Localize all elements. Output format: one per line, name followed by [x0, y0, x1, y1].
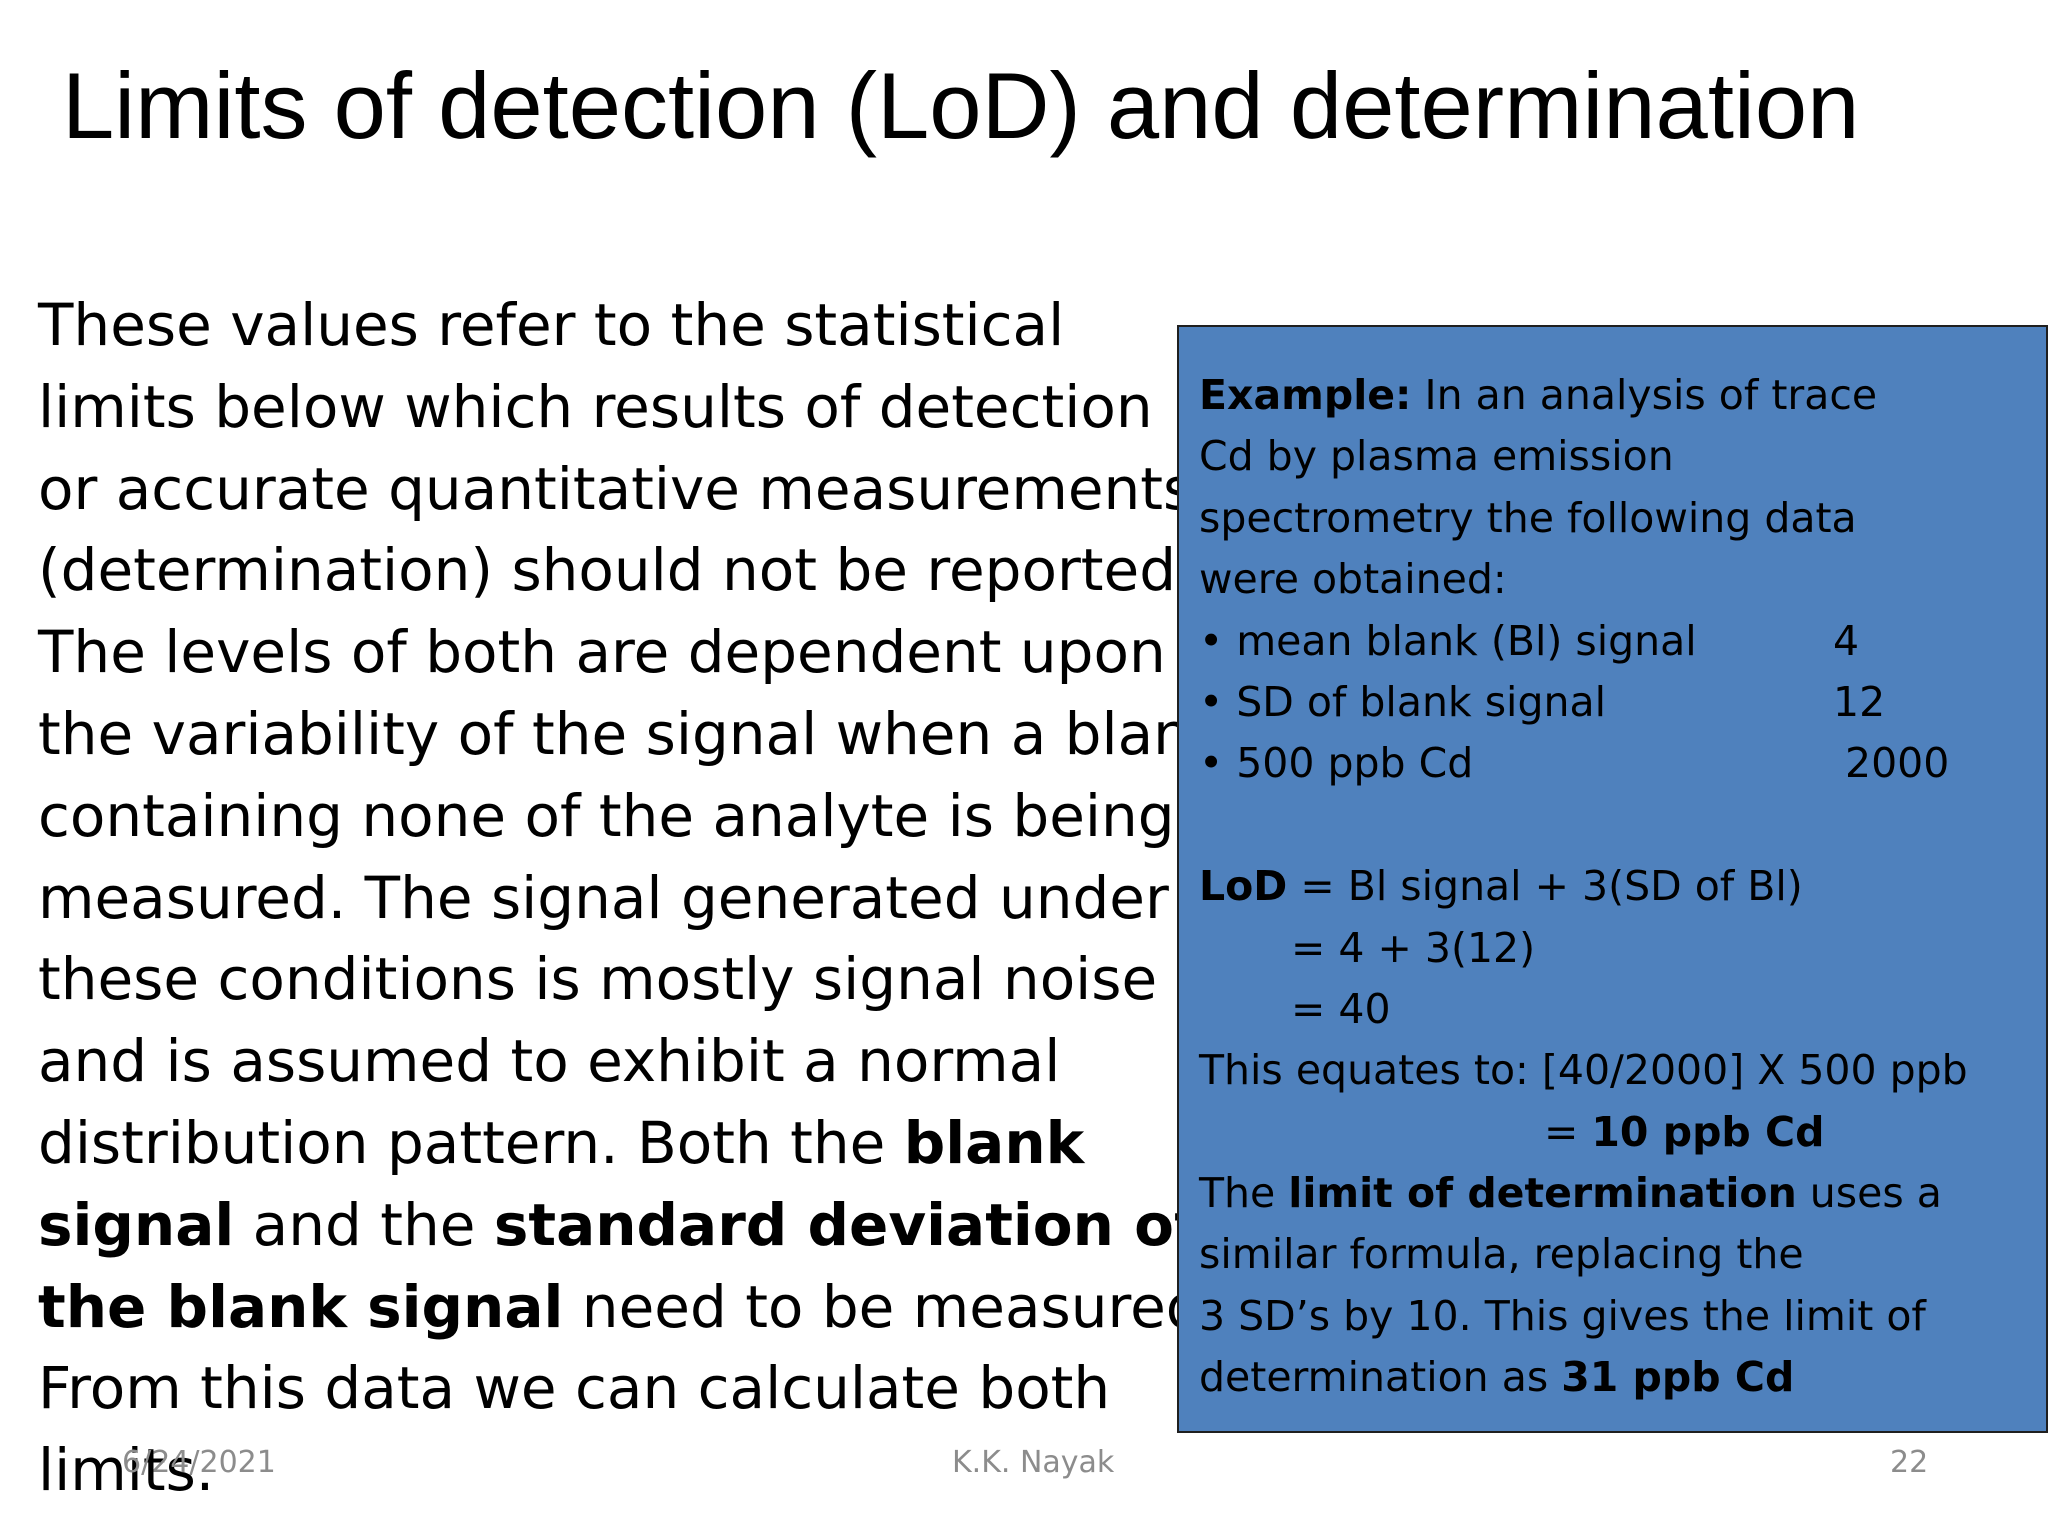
- bullet-item: • SD of blank signal 12: [1199, 672, 2046, 733]
- determination-row: determination as 31 ppb Cd: [1199, 1347, 2046, 1408]
- body-line: or accurate quantitative measurements: [38, 454, 1194, 523]
- example-intro: In an analysis of trace: [1411, 371, 1878, 419]
- body-line: the variability of the signal when a bla…: [38, 699, 1224, 768]
- body-line: and is assumed to exhibit a normal: [38, 1027, 1061, 1096]
- body-line: containing none of the analyte is being: [38, 781, 1175, 850]
- example-heading: Example:: [1199, 371, 1412, 419]
- equates-result: 10 ppb Cd: [1591, 1107, 1825, 1156]
- body-line: (determination) should not be reported.: [38, 536, 1195, 605]
- bullet-label: • SD of blank signal: [1199, 677, 1606, 726]
- lod-formula: = Bl signal + 3(SD of Bl): [1287, 862, 1803, 911]
- lod-formula-row: LoD = Bl signal + 3(SD of Bl): [1199, 856, 2046, 917]
- example-box: Example: In an analysis of trace Cd by p…: [1177, 325, 2048, 1433]
- body-line: The levels of both are dependent upon: [38, 618, 1166, 687]
- body-line: these conditions is mostly signal noise: [38, 945, 1158, 1014]
- body-line: distribution pattern. Both the blank: [38, 1103, 1173, 1185]
- footer-date: 6/24/2021: [122, 1445, 276, 1480]
- determination-row: The limit of determination uses a: [1199, 1163, 2046, 1224]
- body-bold-run: blank: [903, 1108, 1085, 1177]
- spacer: [1199, 795, 2046, 856]
- body-line: These values refer to the statistical: [38, 291, 1065, 359]
- body-line: From this data we can calculate both: [38, 1354, 1111, 1423]
- example-row: Cd by plasma emission: [1199, 432, 1674, 481]
- lod-step: = 4 + 3(12): [1291, 923, 1536, 972]
- body-bold-run: signal: [38, 1190, 235, 1259]
- body-text-run: distribution pattern. Both the: [38, 1108, 904, 1177]
- footer-page-number: 22: [1890, 1445, 1929, 1480]
- det-bold-run: 31 ppb Cd: [1561, 1353, 1795, 1402]
- body-text-run: need to be measured.: [563, 1272, 1222, 1341]
- bullet-item: • 500 ppb Cd 2000: [1199, 733, 2046, 794]
- example-row: were obtained:: [1199, 555, 1507, 604]
- example-row: spectrometry the following data: [1199, 493, 1857, 542]
- body-text-run: and the: [234, 1190, 494, 1259]
- body-line: measured. The signal generated under: [38, 863, 1169, 932]
- footer-author: K.K. Nayak: [952, 1445, 1115, 1480]
- bullet-label: • mean blank (Bl) signal: [1199, 616, 1697, 665]
- example-text: Example: In an analysis of trace Cd by p…: [1199, 365, 2046, 1409]
- body-line: limits below which results of detection: [38, 372, 1153, 441]
- equates-row: This equates to: [40/2000] X 500 ppb: [1199, 1046, 1968, 1095]
- det-text-run: uses a: [1796, 1169, 1942, 1218]
- body-bold-run: standard deviation of: [493, 1190, 1200, 1259]
- body-line: the blank signal need to be measured.: [38, 1267, 1221, 1349]
- equates-prefix: =: [1544, 1107, 1592, 1156]
- bullet-value: 2000: [1845, 739, 1950, 788]
- body-line: limits.: [38, 1436, 215, 1505]
- det-bold-run: limit of determination: [1288, 1169, 1797, 1218]
- bullet-value: 4: [1833, 616, 1860, 665]
- determination-row: 3 SD’s by 10. This gives the limit of: [1199, 1291, 1926, 1340]
- body-line: signal and the standard deviation of: [38, 1185, 1199, 1267]
- det-text-run: determination as: [1199, 1353, 1562, 1402]
- det-text-run: The: [1199, 1169, 1289, 1218]
- body-bold-run: the blank signal: [38, 1272, 564, 1341]
- determination-row: similar formula, replacing the: [1199, 1230, 1804, 1279]
- lod-label: LoD: [1199, 862, 1288, 911]
- bullet-value: 12: [1833, 677, 1886, 726]
- lod-step: = 40: [1291, 984, 1391, 1033]
- bullet-label: • 500 ppb Cd: [1199, 739, 1474, 788]
- bullet-item: • mean blank (Bl) signal 4: [1199, 611, 2046, 672]
- equates-result-row: = 10 ppb Cd: [1199, 1102, 2046, 1163]
- slide-title: Limits of detection (LoD) and determinat…: [62, 53, 1860, 158]
- example-row: Example: In an analysis of trace: [1199, 365, 2046, 426]
- body-paragraph: These values refer to the statistical li…: [38, 285, 1224, 1512]
